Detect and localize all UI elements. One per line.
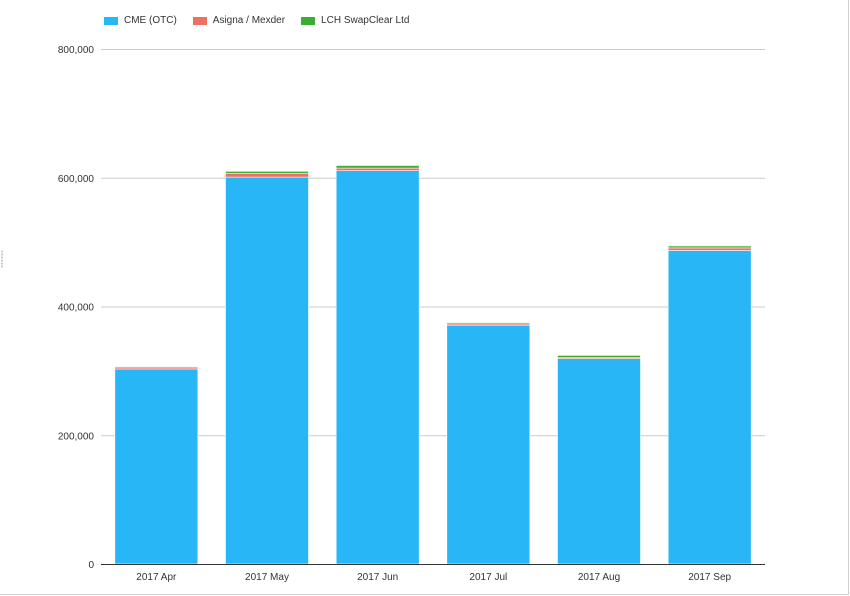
legend-item-asigna[interactable]: Asigna / Mexder	[192, 15, 286, 26]
x-tick-label: 2017 Aug	[578, 572, 620, 583]
x-tick-label: 2017 Jun	[357, 572, 398, 583]
legend-swatch-lch	[301, 16, 316, 25]
bar-segment-cme	[114, 368, 199, 565]
y-tick-label: 200,000	[58, 431, 95, 442]
bar-segment-cme	[446, 324, 531, 565]
bar-segment-lch	[446, 322, 531, 325]
legend-label-cme: CME (OTC)	[124, 15, 177, 26]
legend-item-lch[interactable]: LCH SwapClear Ltd	[301, 15, 409, 26]
bar-segment-lch	[335, 165, 420, 169]
legend-swatch-asigna	[192, 16, 207, 25]
bar-segment-asigna	[225, 172, 309, 178]
legend-label-asigna: Asigna / Mexder	[212, 15, 286, 26]
resize-grip-icon[interactable]	[1, 250, 3, 268]
bar-segment-asigna	[335, 167, 420, 171]
bar-segment-cme	[557, 358, 641, 565]
bar-segment-lch	[225, 171, 309, 174]
bar-segment-lch	[667, 245, 752, 249]
x-tick-label: 2017 Apr	[136, 572, 177, 583]
bar-segment-cme	[335, 170, 420, 565]
bar-segment-asigna	[667, 247, 752, 251]
y-tick-label: 400,000	[58, 303, 95, 314]
bar-segment-lch	[114, 366, 199, 368]
bar-segment-cme	[225, 176, 309, 565]
bar-segment-lch	[557, 355, 641, 358]
x-tick-label: 2017 Sep	[688, 572, 731, 583]
bar-segment-cme	[667, 250, 752, 565]
legend-item-cme[interactable]: CME (OTC)	[104, 15, 177, 26]
x-tick-label: 2017 May	[245, 572, 289, 583]
legend-swatch-cme	[104, 16, 118, 25]
y-tick-label: 800,000	[58, 45, 95, 56]
y-tick-label: 600,000	[58, 174, 95, 185]
y-tick-label: 0	[88, 560, 94, 571]
x-tick-label: 2017 Jul	[469, 572, 507, 583]
legend-label-lch: LCH SwapClear Ltd	[321, 15, 410, 26]
chart-legend: CME (OTC) Asigna / Mexder LCH SwapClear …	[104, 15, 409, 26]
